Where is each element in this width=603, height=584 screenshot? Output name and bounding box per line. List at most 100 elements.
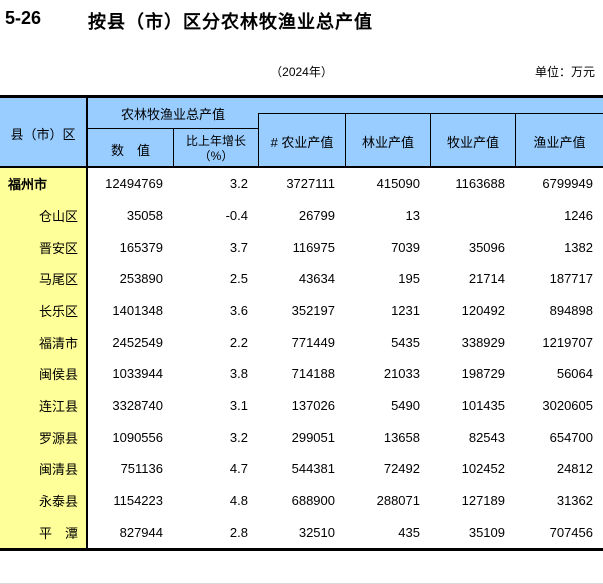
table-title-text: 按县（市）区分农林牧渔业总产值 [88, 12, 373, 32]
unit-note: 单位：万元 [534, 65, 595, 79]
forestry-cell: 415090 [376, 176, 420, 192]
region-cell: 福州市 [0, 168, 88, 200]
header-growth-line2: （%） [198, 148, 234, 163]
growth-cell: 2.5 [229, 271, 248, 287]
table-row: 闽清县 751136 4.7 544381 72492 102452 24812 [0, 453, 603, 485]
husbandry-cell: 21714 [468, 271, 505, 287]
year-note: （2024年） [270, 65, 333, 79]
forestry-cell: 72492 [383, 461, 420, 477]
region-cell: 永泰县 [0, 484, 88, 517]
fishery-cell: 187717 [549, 271, 593, 287]
forestry-cell: 195 [398, 271, 420, 287]
table-row: 仓山区 35058 -0.4 26799 13 1246 [0, 199, 603, 232]
header-region: 县（市）区 [0, 98, 88, 168]
table-number: 5-26 [5, 8, 42, 28]
husbandry-cell: 198729 [461, 366, 505, 382]
husbandry-cell: 101435 [461, 398, 505, 414]
fishery-cell: 1246 [564, 208, 593, 223]
table-row: 罗源县 1090556 3.2 299051 13658 82543 654700 [0, 421, 603, 454]
value-cell: 751136 [120, 461, 163, 477]
region-cell: 闽侯县 [0, 358, 88, 390]
husbandry-cell: 338929 [461, 334, 505, 350]
agriculture-cell: 352197 [291, 303, 335, 319]
fishery-cell: 654700 [549, 429, 593, 445]
forestry-cell: 435 [398, 524, 420, 540]
region-cell: 福清市 [0, 326, 88, 359]
husbandry-cell: 127189 [461, 493, 505, 509]
fishery-cell: 6799949 [542, 176, 593, 192]
table-row: 马尾区 253890 2.5 43634 195 21714 187717 [0, 263, 603, 295]
page-title: 5-26 按县（市）区分农林牧渔业总产值 [5, 8, 598, 34]
value-cell: 2452549 [112, 334, 163, 350]
growth-cell: 2.2 [229, 334, 248, 350]
value-cell: 1401348 [112, 303, 163, 319]
region-cell: 连江县 [0, 389, 88, 422]
agriculture-cell: 43634 [298, 271, 335, 287]
fishery-cell: 707456 [549, 524, 593, 540]
agriculture-cell: 137026 [291, 398, 335, 414]
forestry-cell: 1231 [391, 303, 420, 319]
forestry-cell: 5435 [391, 334, 420, 350]
table-row: 福清市 2452549 2.2 771449 5435 338929 1219707 [0, 326, 603, 359]
agriculture-cell: 544381 [291, 461, 335, 477]
agriculture-cell: 771449 [291, 334, 335, 350]
fishery-cell: 56064 [556, 366, 593, 382]
header-gross-output-group: 农林牧渔业总产值 [88, 98, 258, 129]
region-cell: 罗源县 [0, 421, 88, 454]
agriculture-cell: 26799 [298, 208, 335, 223]
header-husbandry: 牧业产值 [430, 113, 515, 168]
value-cell: 1033944 [112, 366, 163, 382]
table-row: 闽侯县 1033944 3.8 714188 21033 198729 56064 [0, 358, 603, 390]
table-row: 长乐区 1401348 3.6 352197 1231 120492 894898 [0, 294, 603, 327]
header-fishery: 渔业产值 [515, 113, 603, 168]
table-header: 县（市）区 农林牧渔业总产值 数 值 比上年增长 （%） # 农业产值 林业产值… [0, 98, 603, 168]
husbandry-cell: 82543 [468, 429, 505, 445]
growth-cell: 3.1 [229, 398, 248, 414]
fishery-cell: 1382 [564, 239, 593, 255]
header-value: 数 值 [110, 142, 150, 158]
growth-cell: 4.8 [229, 493, 248, 509]
forestry-cell: 13658 [383, 429, 420, 445]
husbandry-cell [430, 200, 515, 232]
table-body: 福州市 12494769 3.2 3727111 415090 1163688 679994… [0, 168, 603, 549]
value-cell: 827944 [119, 524, 163, 540]
fishery-cell: 3020605 [542, 398, 593, 414]
value-cell: 165379 [119, 239, 163, 255]
fishery-cell: 24812 [556, 461, 593, 477]
forestry-cell: 13 [405, 208, 420, 223]
agriculture-cell: 3727111 [286, 176, 335, 192]
forestry-cell: 288071 [376, 493, 420, 509]
value-cell: 12494769 [105, 176, 163, 192]
table-row: 福州市 12494769 3.2 3727111 415090 1163688 679994… [0, 168, 603, 200]
growth-cell: 3.2 [229, 429, 248, 445]
region-cell: 长乐区 [0, 294, 88, 327]
value-cell: 35058 [126, 208, 163, 223]
table-row: 平 潭 827944 2.8 32510 435 35109 707456 [0, 516, 603, 549]
forestry-cell: 5490 [391, 398, 420, 414]
growth-cell: 4.7 [229, 461, 248, 477]
statistics-table: 县（市）区 农林牧渔业总产值 数 值 比上年增长 （%） # 农业产值 林业产值… [0, 95, 603, 551]
agriculture-cell: 116975 [292, 239, 335, 255]
region-cell: 晋安区 [0, 231, 88, 264]
header-forestry: 林业产值 [345, 113, 430, 168]
value-cell: 3328740 [112, 398, 163, 414]
husbandry-cell: 102452 [461, 461, 505, 477]
agriculture-cell: 688900 [291, 493, 335, 509]
header-growth-line1: 比上年增长 [185, 133, 246, 148]
agriculture-cell: 299051 [291, 429, 335, 445]
header-agriculture: # 农业产值 [258, 113, 345, 168]
region-cell: 马尾区 [0, 263, 88, 295]
growth-cell: 3.2 [229, 176, 248, 192]
table-row: 连江县 3328740 3.1 137026 5490 101435 3020605 [0, 389, 603, 422]
fishery-cell: 31362 [556, 493, 593, 509]
value-cell: 253890 [119, 271, 163, 287]
table-row: 永泰县 1154223 4.8 688900 288071 127189 31362 [0, 484, 603, 517]
value-cell: 1090556 [112, 429, 163, 445]
husbandry-cell: 35109 [468, 524, 505, 540]
forestry-cell: 21033 [383, 366, 420, 382]
region-cell: 闽清县 [0, 453, 88, 485]
agriculture-cell: 714188 [291, 366, 335, 382]
region-cell: 平 潭 [0, 516, 88, 549]
region-cell: 仓山区 [0, 199, 88, 232]
